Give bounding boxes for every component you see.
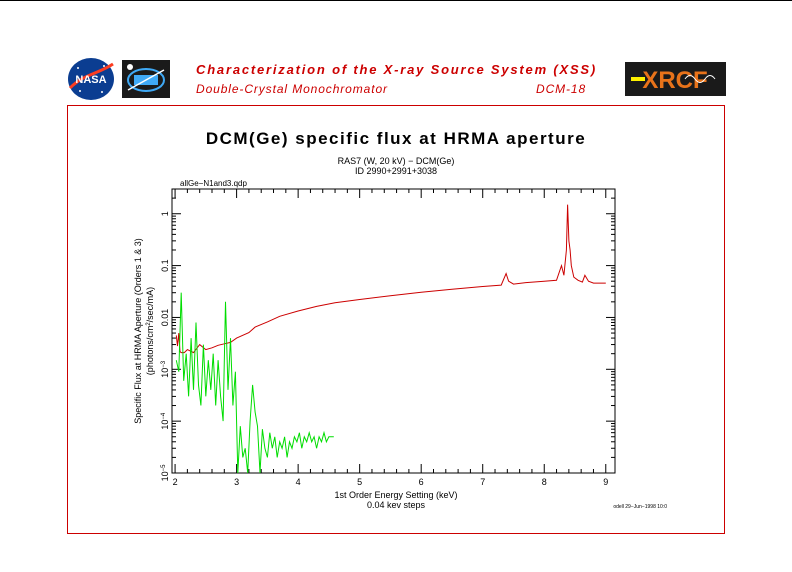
y-tick-label: 10−4 bbox=[160, 412, 170, 430]
chart-subtitle-line1: RAS7 (W, 20 kV) − DCM(Ge) bbox=[338, 156, 455, 166]
x-tick-label: 3 bbox=[234, 477, 239, 487]
y-tick-label: 0.1 bbox=[160, 259, 170, 272]
y-tick-label: 10−5 bbox=[160, 464, 170, 482]
y-axis-label-line1: Specific Flux at HRMA Aperture (Orders 1… bbox=[133, 238, 143, 424]
footer-stamp: odell 29−Jun−1998 10:0 bbox=[613, 504, 667, 510]
xrcf-logo: XRCF bbox=[625, 62, 726, 96]
series-1-line bbox=[175, 292, 334, 474]
chart-title: DCM(Ge) specific flux at HRMA aperture bbox=[206, 129, 586, 148]
nasa-logo: NASA bbox=[68, 58, 114, 100]
y-tick-label: 10−3 bbox=[160, 360, 170, 378]
x-tick-label: 7 bbox=[480, 477, 485, 487]
header-title: Characterization of the X-ray Source Sys… bbox=[196, 62, 598, 77]
file-label: allGe−N1and3.qdp bbox=[180, 179, 247, 188]
x-tick-label: 5 bbox=[357, 477, 362, 487]
header-subtitle: Double-Crystal Monochromator bbox=[196, 82, 388, 96]
y-tick-label: 0.01 bbox=[160, 309, 170, 327]
kit-patch-logo bbox=[122, 60, 170, 98]
plot-frame bbox=[67, 105, 725, 534]
y-tick-label: 1 bbox=[160, 211, 170, 216]
series-layer bbox=[175, 204, 606, 474]
x-axis-label-2: 0.04 kev steps bbox=[367, 500, 426, 510]
x-tick-label: 4 bbox=[296, 477, 301, 487]
axis-ticks: 2 3 4 5 6 7 8 9 1 0.1 0.01 10−3 10−4 10−5 bbox=[160, 189, 615, 487]
nasa-logo-text: NASA bbox=[75, 74, 106, 86]
y-axis-label-line2: (photons/cm2/sec/mA) bbox=[145, 287, 155, 375]
x-tick-label: 6 bbox=[419, 477, 424, 487]
x-tick-label: 8 bbox=[542, 477, 547, 487]
series-0-line bbox=[175, 204, 606, 354]
x-tick-label: 9 bbox=[603, 477, 608, 487]
chart-subtitle-line2: ID 2990+2991+3038 bbox=[355, 166, 437, 176]
x-axis-label: 1st Order Energy Setting (keV) bbox=[334, 490, 457, 500]
plot-area bbox=[171, 188, 616, 474]
header-code: DCM-18 bbox=[536, 82, 587, 96]
top-rule bbox=[0, 0, 792, 1]
x-tick-label: 2 bbox=[173, 477, 178, 487]
